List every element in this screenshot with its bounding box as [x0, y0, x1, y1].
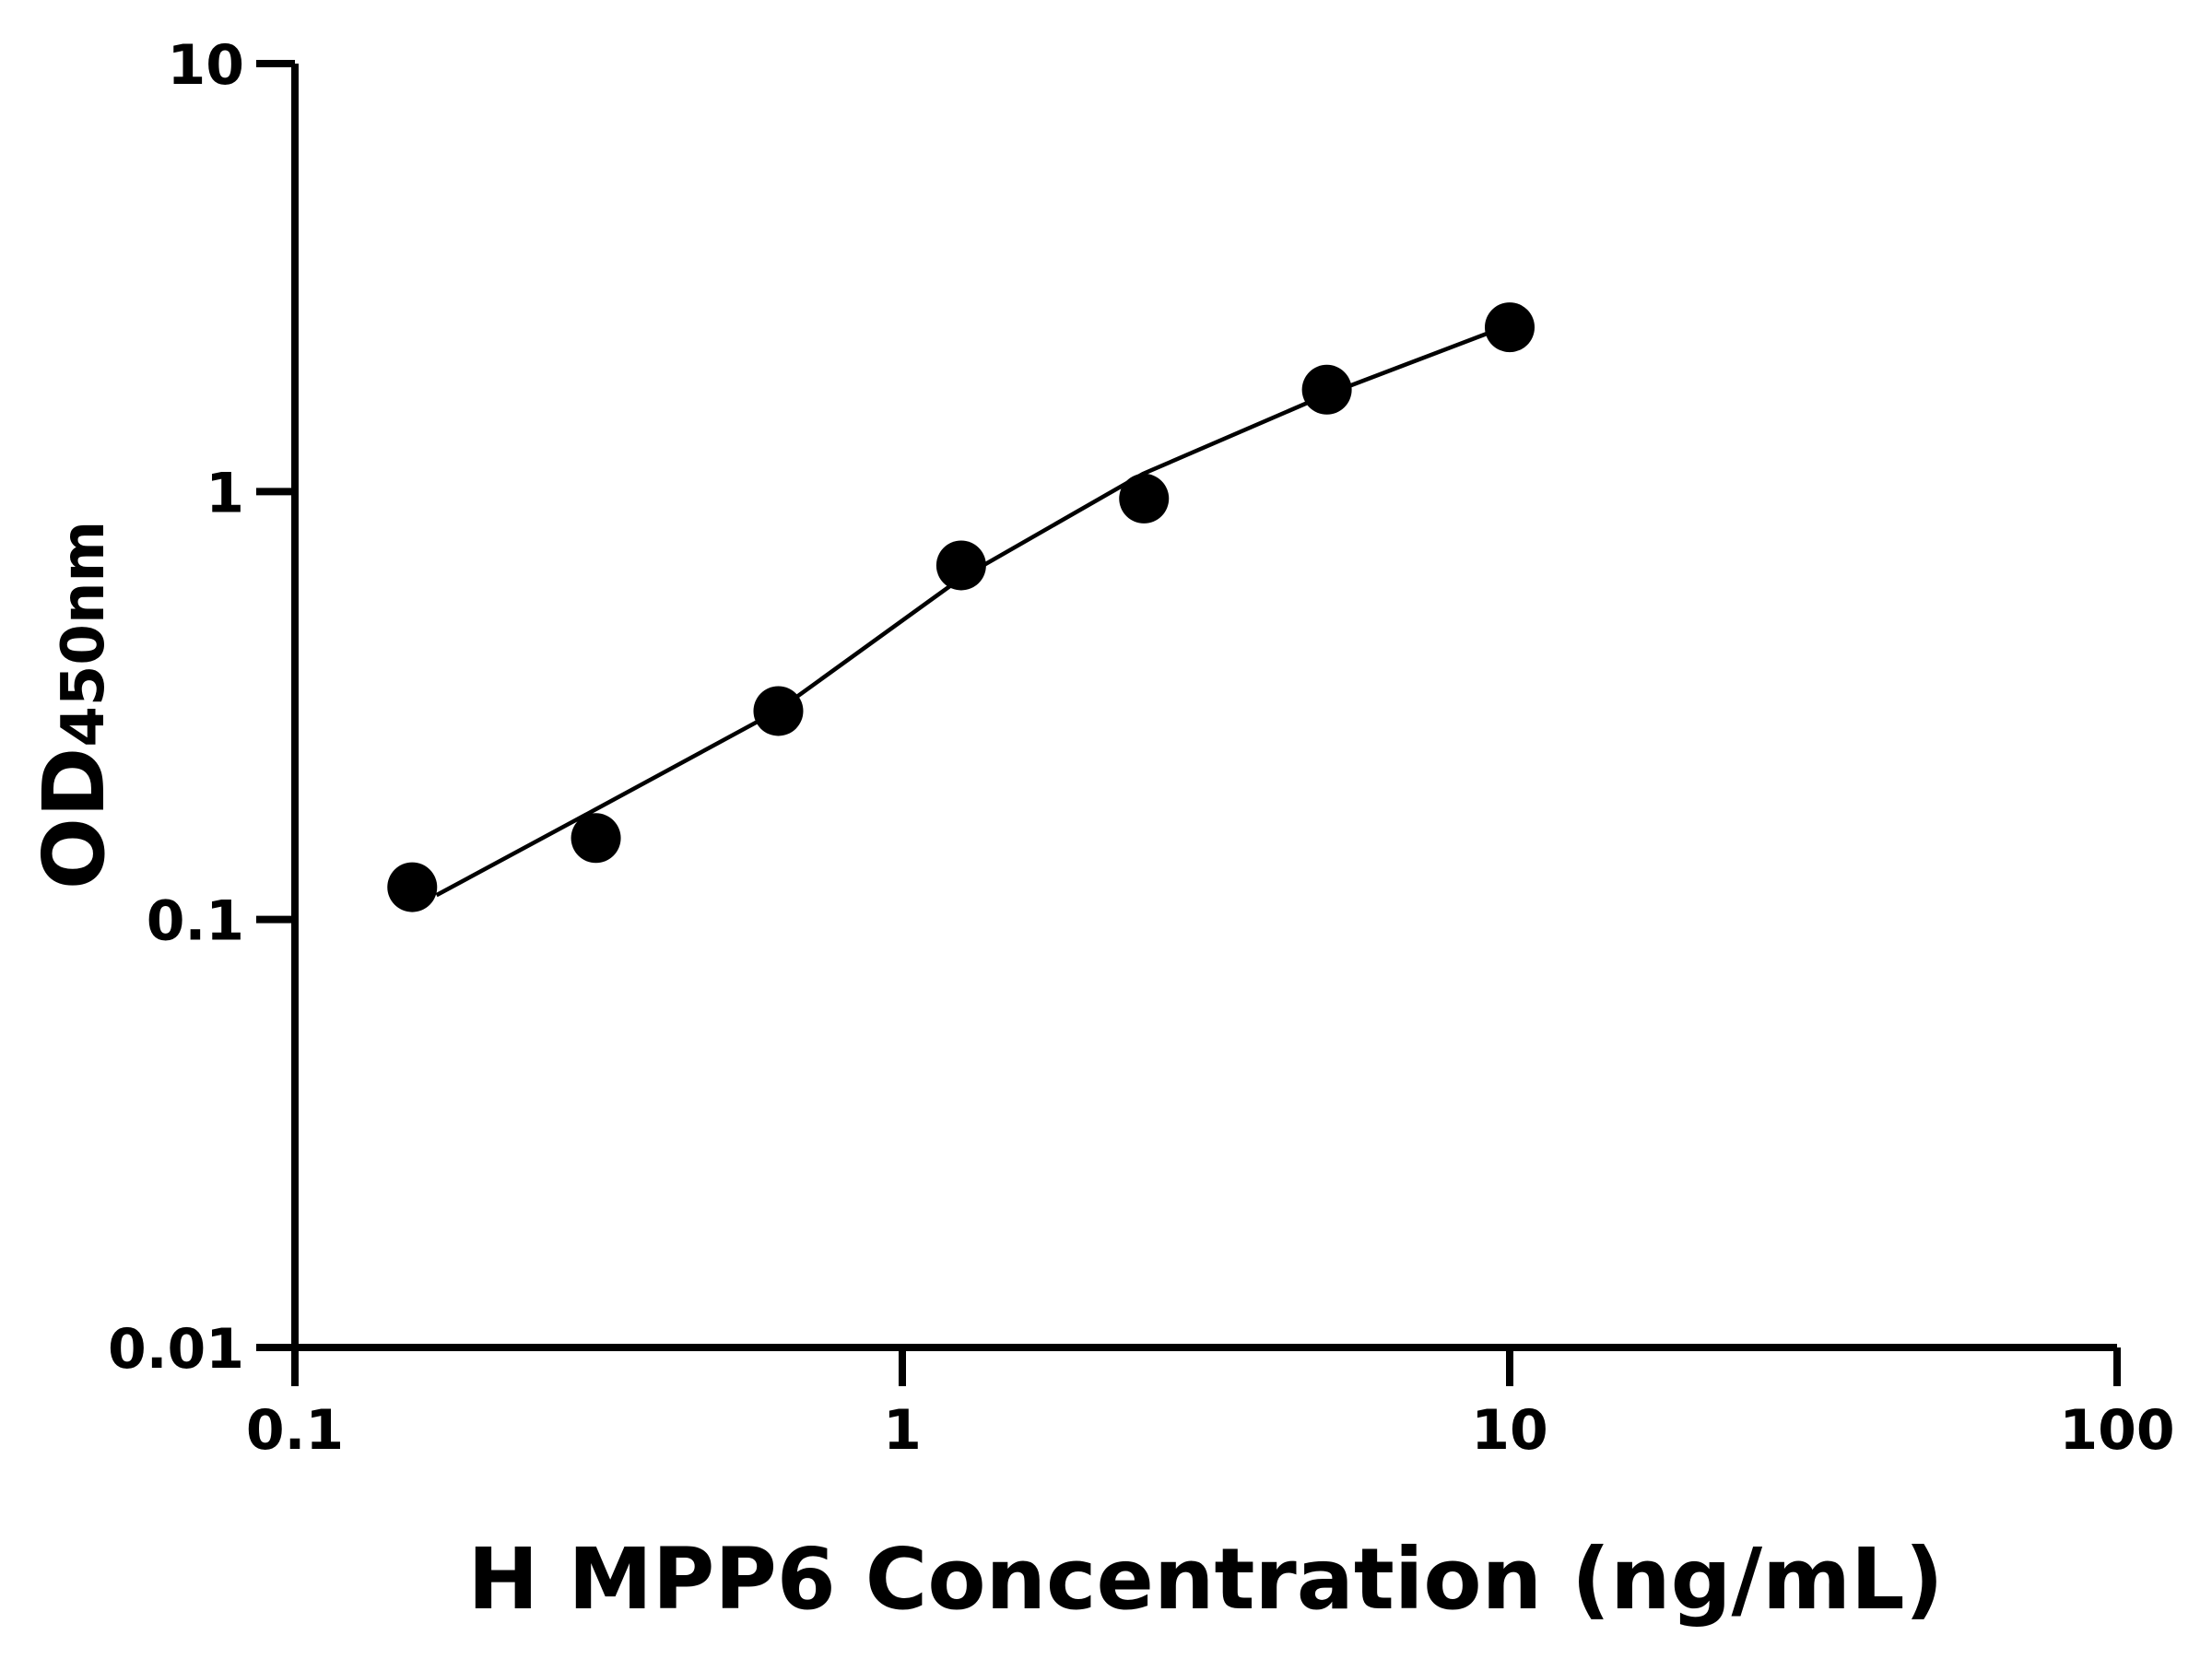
data-point [753, 686, 804, 736]
x-tick-label: 10 [1471, 1398, 1548, 1463]
y-axis-title-sub: 450nm [50, 521, 118, 747]
x-tick-label: 100 [2059, 1398, 2174, 1463]
x-axis-title: H MPP6 Concentration (ng/mL) [467, 1530, 1943, 1629]
x-tick-label: 0.1 [246, 1398, 344, 1463]
y-tick-label: 10 [168, 33, 245, 98]
y-tick-label: 0.01 [108, 1317, 244, 1382]
data-point [935, 540, 986, 591]
y-axis-title-main: OD [25, 747, 124, 890]
data-point [571, 813, 621, 864]
y-tick-label: 0.1 [147, 889, 244, 954]
data-point [1301, 364, 1352, 415]
x-tick-label: 1 [883, 1398, 922, 1463]
data-point [1119, 473, 1170, 524]
data-point [1485, 302, 1535, 353]
fit-curve [435, 331, 1488, 898]
data-point [387, 862, 438, 912]
y-tick-label: 1 [206, 461, 244, 525]
y-axis-title: OD450nm [25, 521, 124, 889]
